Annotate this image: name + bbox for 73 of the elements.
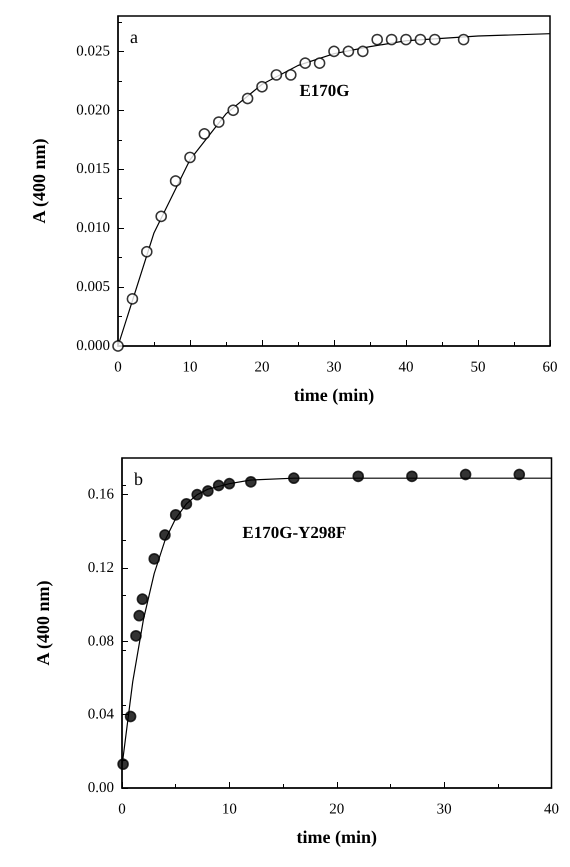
x-tick-label: 20 xyxy=(254,360,270,376)
point xyxy=(328,46,340,58)
x-tick-label: 50 xyxy=(470,360,486,376)
point xyxy=(148,553,160,565)
point xyxy=(136,593,148,605)
point xyxy=(191,488,203,500)
point xyxy=(245,476,257,488)
point xyxy=(314,57,326,69)
y-tick-label: 0.16 xyxy=(88,486,114,503)
y-tick-label: 0.010 xyxy=(76,220,110,236)
point xyxy=(386,34,398,46)
y-tick-label: 0.000 xyxy=(76,338,110,354)
y-tick-label: 0.04 xyxy=(88,706,114,723)
series-label: E170G xyxy=(299,81,350,100)
point xyxy=(357,46,369,58)
point xyxy=(133,610,145,622)
x-tick-label: 40 xyxy=(544,802,559,818)
point xyxy=(352,470,364,482)
point xyxy=(514,468,526,480)
point xyxy=(130,630,142,642)
point xyxy=(170,175,182,187)
x-tick-label: 20 xyxy=(329,802,344,818)
point xyxy=(117,758,129,770)
point xyxy=(288,472,300,484)
point xyxy=(159,529,171,541)
point xyxy=(400,34,412,46)
y-axis-title: A (400 nm) xyxy=(33,580,53,666)
point xyxy=(180,498,192,510)
y-tick-label: 0.020 xyxy=(76,102,110,118)
point xyxy=(141,246,153,258)
x-tick-label: 30 xyxy=(326,360,342,376)
point xyxy=(256,80,268,93)
x-axis-title: time (min) xyxy=(296,827,377,847)
point xyxy=(227,104,239,116)
point xyxy=(198,128,210,140)
text: E170G-Y298F xyxy=(242,523,346,542)
y-tick-label: 0.005 xyxy=(76,279,110,296)
annotation: b xyxy=(134,469,143,489)
x-tick-label: 30 xyxy=(436,802,452,818)
x-tick-label: 0 xyxy=(114,360,122,376)
point xyxy=(371,34,383,46)
point xyxy=(414,34,426,46)
point xyxy=(242,92,254,104)
point xyxy=(155,210,167,222)
point xyxy=(213,116,225,128)
x-tick-label: 60 xyxy=(542,360,558,376)
x-tick-label: 10 xyxy=(222,802,237,818)
point xyxy=(224,478,236,490)
point xyxy=(299,57,311,69)
y-tick-label: 0.00 xyxy=(88,780,114,796)
point xyxy=(285,69,297,81)
point xyxy=(406,470,418,482)
point xyxy=(212,480,224,492)
point xyxy=(460,468,472,480)
x-tick-label: 0 xyxy=(118,802,126,818)
point xyxy=(124,710,136,722)
x-tick-label: 10 xyxy=(182,360,198,376)
point xyxy=(270,69,282,81)
point xyxy=(184,152,196,164)
annotation: a xyxy=(130,27,138,47)
y-tick-label: 0.015 xyxy=(76,161,110,178)
y-tick-label: 0.08 xyxy=(88,633,114,650)
point xyxy=(170,509,182,521)
y-axis-title: A (400 nm) xyxy=(29,138,49,224)
y-tick-label: 0.12 xyxy=(88,560,114,576)
point xyxy=(429,34,441,46)
point xyxy=(458,34,470,46)
point xyxy=(126,293,138,305)
point xyxy=(202,485,214,497)
x-axis-title: time (min) xyxy=(294,385,374,405)
y-tick-label: 0.025 xyxy=(76,43,110,60)
point xyxy=(342,46,354,58)
x-tick-label: 40 xyxy=(398,360,414,376)
